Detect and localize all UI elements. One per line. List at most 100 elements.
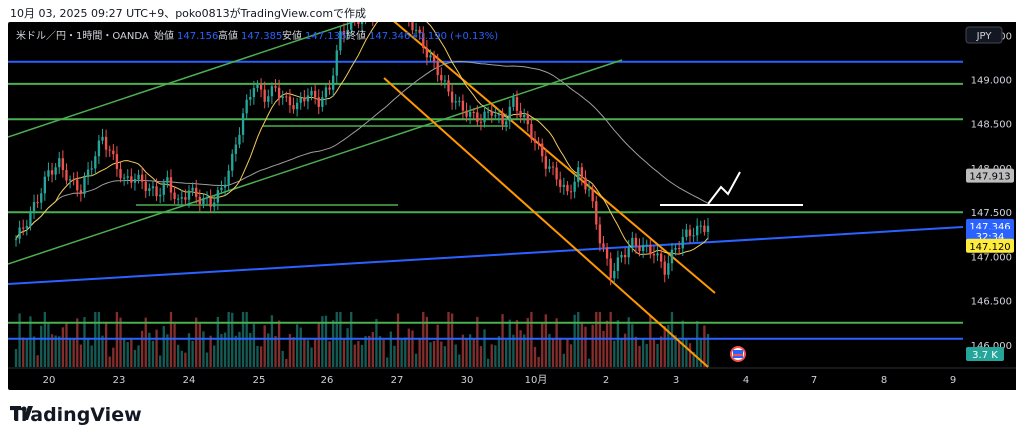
volume-bar xyxy=(288,334,292,367)
volume-bar xyxy=(580,322,584,367)
candlestick-chart[interactable]: 146.000146.500147.000147.500148.000148.5… xyxy=(8,22,1016,390)
volume-bar xyxy=(187,333,191,367)
candle-body xyxy=(108,149,111,151)
volume-bar xyxy=(566,338,569,367)
legend-low-value: 147.136 xyxy=(305,31,346,42)
candle-body xyxy=(79,190,83,194)
volume-bar xyxy=(436,324,439,367)
price-axis: 146.000146.500147.000147.500148.000148.5… xyxy=(963,22,1016,390)
candle-body xyxy=(504,121,508,125)
currency-button[interactable]: JPY xyxy=(965,26,1003,44)
volume-bar xyxy=(404,337,407,367)
volume-bar xyxy=(371,331,374,367)
volume-bar xyxy=(90,345,93,367)
volume-bar xyxy=(548,333,551,367)
volume-bar xyxy=(281,350,284,367)
time-tick-label: 4 xyxy=(743,375,749,386)
candle-body xyxy=(83,177,86,194)
candle-body xyxy=(148,188,151,191)
candle-body xyxy=(177,198,180,200)
uptrend-line-upper xyxy=(8,22,356,138)
chart-panel[interactable]: 146.000146.500147.000147.500148.000148.5… xyxy=(8,22,1016,390)
volume-bar xyxy=(544,314,547,367)
volume-bar xyxy=(584,326,587,367)
candle-body xyxy=(90,168,93,170)
event-flag-icon[interactable] xyxy=(730,346,746,362)
volume-bar xyxy=(108,356,111,367)
price-label-bg xyxy=(966,238,1014,253)
time-tick-label: 20 xyxy=(43,375,56,386)
volume-bar xyxy=(18,313,21,367)
candle-body xyxy=(213,202,216,207)
candle-body xyxy=(414,29,418,31)
candle-body xyxy=(418,29,421,34)
time-tick-label: 26 xyxy=(321,375,334,386)
candle-body xyxy=(61,158,65,171)
volume-bar xyxy=(393,345,396,367)
candle-body xyxy=(468,112,472,117)
candle-body xyxy=(173,192,176,199)
time-tick-label: 7 xyxy=(811,375,817,386)
candle-body xyxy=(137,174,140,180)
candle-body xyxy=(162,182,165,195)
volume-bar xyxy=(461,334,465,367)
volume-bar xyxy=(317,323,320,367)
volume-bar xyxy=(652,337,656,367)
volume-bar xyxy=(324,315,328,367)
price-tick-label: 146.500 xyxy=(971,297,1012,308)
volume-bar xyxy=(54,335,57,367)
volume-bar xyxy=(249,332,252,367)
candle-body xyxy=(483,111,486,123)
candle-body xyxy=(180,197,183,199)
volume-bar xyxy=(155,329,158,367)
candle-body xyxy=(490,111,493,116)
volume-bar xyxy=(476,316,479,367)
volume-bar xyxy=(234,335,238,367)
candle-body xyxy=(241,113,245,135)
volume-bar xyxy=(501,314,504,367)
candle-body xyxy=(94,156,97,169)
candle-body xyxy=(652,254,656,256)
candle-body xyxy=(259,84,263,90)
candle-body xyxy=(292,105,295,110)
volume-bar xyxy=(414,353,418,367)
candle-body xyxy=(609,258,612,279)
candle-body xyxy=(512,97,515,107)
volume-bar xyxy=(703,325,706,367)
candle-body xyxy=(195,187,198,197)
volume-bar xyxy=(641,338,645,367)
candle-body xyxy=(696,225,699,236)
volume-bar xyxy=(25,338,28,367)
legend-close-label: 終値 xyxy=(346,29,366,42)
candle-body xyxy=(555,167,558,180)
volume-bar xyxy=(166,334,169,367)
volume-bar xyxy=(346,328,349,367)
volume-bar xyxy=(479,346,483,367)
volume-bar xyxy=(40,325,43,367)
volume-bar xyxy=(101,335,104,367)
volume-bar xyxy=(184,352,187,367)
candle-body xyxy=(627,247,630,258)
volume-bar xyxy=(685,338,688,367)
volume-bar xyxy=(440,341,443,367)
candle-body xyxy=(101,136,104,141)
volume-bar xyxy=(692,352,695,367)
volume-bar xyxy=(223,332,227,367)
volume-bar xyxy=(213,345,216,367)
volume-bar xyxy=(231,312,234,367)
candle-body xyxy=(429,55,432,58)
volume-bar xyxy=(158,355,162,367)
tradingview-logo[interactable]: TradingView xyxy=(10,404,142,426)
legend-open-label: 始値 xyxy=(154,29,174,42)
candle-body xyxy=(130,176,133,183)
volume-bar xyxy=(674,335,677,367)
orange-channel-lower xyxy=(383,77,709,368)
candle-body xyxy=(598,224,602,244)
candle-body xyxy=(486,111,490,113)
candle-body xyxy=(155,186,158,197)
volume-bar xyxy=(645,344,648,367)
volume-bar xyxy=(140,330,144,367)
volume-bar xyxy=(443,346,447,367)
candle-body xyxy=(328,87,331,90)
tradingview-logo-icon xyxy=(10,406,33,420)
